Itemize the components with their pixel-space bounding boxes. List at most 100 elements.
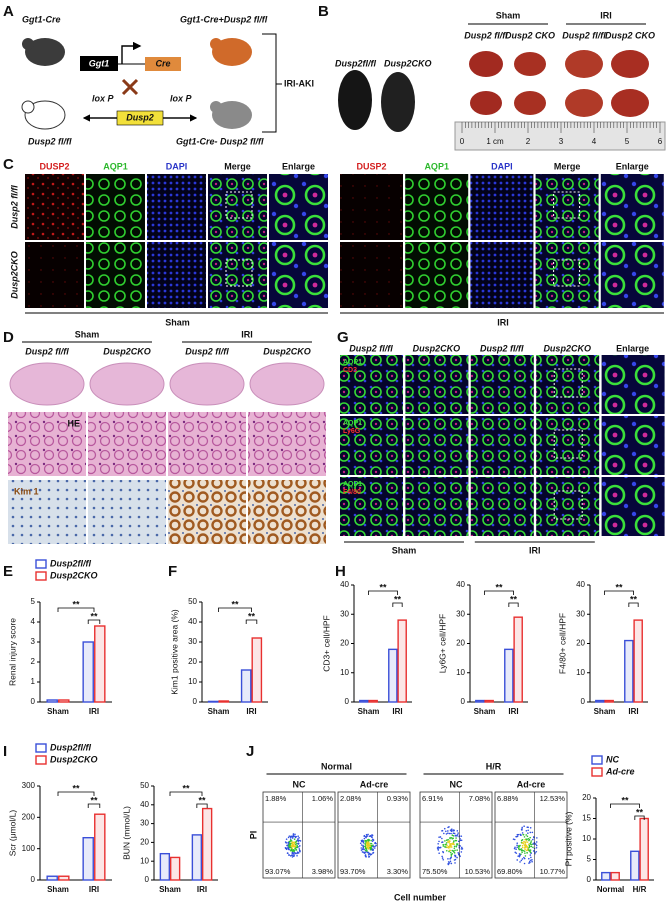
flow-dot bbox=[527, 832, 529, 834]
flow-dot bbox=[287, 852, 289, 854]
flow-dot bbox=[535, 844, 538, 847]
flow-dot bbox=[535, 850, 538, 853]
flow-dot bbox=[287, 846, 289, 849]
flow-dot bbox=[442, 843, 445, 846]
x-tick-label: Sham bbox=[47, 885, 69, 894]
quadrant-value: 1.88% bbox=[265, 794, 287, 803]
marker-label: AQP1 bbox=[343, 481, 362, 488]
y-tick-label: 100 bbox=[22, 844, 36, 853]
y-tick-label: 50 bbox=[188, 597, 197, 606]
flow-dot bbox=[526, 851, 528, 854]
kidney-photo bbox=[565, 89, 603, 117]
flow-dot bbox=[296, 854, 298, 857]
flow-dot bbox=[296, 851, 299, 854]
flow-dot bbox=[447, 841, 449, 843]
flow-dot bbox=[457, 852, 459, 854]
quadrant-value: 3.30% bbox=[387, 867, 409, 876]
micrograph bbox=[470, 355, 534, 414]
flow-dot bbox=[460, 835, 463, 837]
flow-dot bbox=[370, 848, 372, 850]
flow-dot bbox=[365, 851, 367, 853]
flow-dot bbox=[526, 848, 529, 851]
flow-dot bbox=[456, 849, 458, 851]
flow-dot bbox=[448, 844, 451, 847]
flow-dot bbox=[516, 844, 518, 847]
channel-label: DUSP2 bbox=[356, 161, 386, 171]
flow-dot bbox=[519, 854, 521, 856]
bar bbox=[595, 699, 605, 703]
quadrant-value: 69.80% bbox=[497, 867, 523, 876]
flow-dot bbox=[532, 836, 535, 838]
x-tick-label: Sham bbox=[474, 707, 496, 716]
y-tick-label: 20 bbox=[456, 639, 465, 648]
legend-label: Dusp2fl/fl bbox=[50, 558, 92, 568]
bar bbox=[191, 834, 203, 881]
flow-dot bbox=[454, 835, 457, 837]
panel-label: B bbox=[318, 3, 329, 20]
flow-dot bbox=[368, 842, 370, 845]
ruler-label: 0 bbox=[460, 137, 465, 146]
flow-dot bbox=[297, 838, 299, 840]
flow-dot bbox=[529, 849, 532, 851]
bar bbox=[388, 648, 398, 703]
flow-dot bbox=[520, 848, 523, 850]
flow-dot bbox=[449, 851, 452, 854]
flow-dot bbox=[292, 848, 295, 851]
flow-dot bbox=[517, 845, 520, 847]
flow-dot bbox=[449, 837, 451, 840]
flow-dot bbox=[369, 846, 371, 849]
group-label: IRI bbox=[529, 545, 541, 555]
flow-dot bbox=[447, 826, 449, 829]
micrograph bbox=[470, 174, 534, 240]
flow-dot bbox=[438, 852, 440, 855]
panel-label: F bbox=[168, 563, 177, 580]
micrograph bbox=[601, 416, 665, 475]
flow-dot bbox=[298, 849, 301, 852]
flow-dot bbox=[525, 840, 528, 842]
flow-dot bbox=[289, 840, 291, 843]
flow-dot bbox=[289, 842, 292, 845]
loxp-label: lox P bbox=[170, 93, 193, 103]
flow-dot bbox=[360, 847, 363, 849]
flow-dot bbox=[448, 850, 450, 853]
flow-dot bbox=[527, 829, 530, 832]
bar bbox=[82, 837, 94, 881]
bracket bbox=[262, 33, 282, 133]
flow-dot bbox=[290, 839, 292, 842]
flow-dot bbox=[361, 840, 364, 842]
flow-dot bbox=[365, 833, 368, 836]
flow-dot bbox=[526, 841, 529, 843]
flow-dot bbox=[291, 847, 294, 850]
y-tick-label: 0 bbox=[145, 875, 150, 884]
significance-bracket bbox=[57, 791, 95, 796]
significance-bracket bbox=[57, 607, 95, 612]
flow-dot bbox=[367, 844, 369, 846]
y-tick-label: 10 bbox=[140, 856, 149, 865]
group-label: Sham bbox=[165, 317, 190, 327]
kidney-section bbox=[9, 362, 85, 406]
marker-label: AQP1 bbox=[343, 420, 362, 427]
mouse-icon bbox=[212, 101, 252, 129]
x-tick-label: IRI bbox=[197, 885, 207, 894]
micrograph bbox=[86, 242, 145, 308]
flow-dot bbox=[530, 845, 533, 848]
flow-dot bbox=[461, 846, 463, 849]
flow-dot bbox=[528, 857, 530, 860]
group-label: Sham bbox=[392, 545, 417, 555]
significance-label: ** bbox=[90, 611, 98, 621]
flow-dot bbox=[449, 860, 452, 863]
y-tick-label: 20 bbox=[188, 657, 197, 666]
kidney-section bbox=[249, 362, 325, 406]
flow-dot bbox=[523, 840, 525, 843]
flow-dot bbox=[371, 840, 374, 842]
flow-dot bbox=[372, 839, 375, 841]
significance-bracket bbox=[610, 803, 640, 808]
flow-dot bbox=[292, 843, 295, 846]
x-tick-label: IRI bbox=[628, 707, 638, 716]
genotype-label: Dusp2 fl/fl bbox=[25, 346, 69, 356]
bar bbox=[639, 817, 649, 881]
flow-dot bbox=[441, 837, 443, 840]
panel-label: I bbox=[3, 743, 7, 760]
flow-dot bbox=[450, 846, 453, 848]
kidney-photo bbox=[514, 52, 546, 76]
